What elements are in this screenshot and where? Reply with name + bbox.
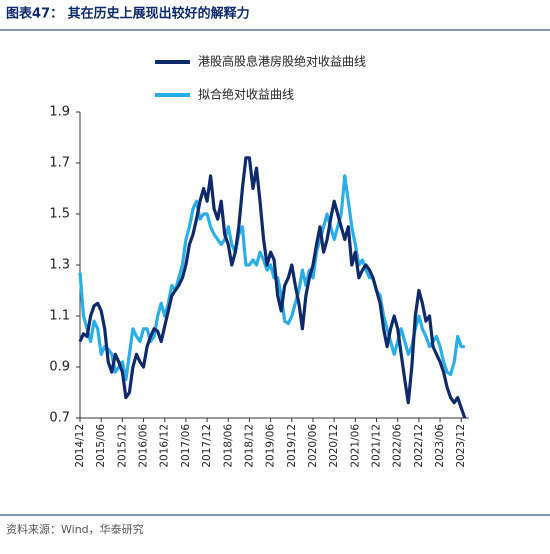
x-tick-label: 2023/06 (434, 424, 446, 468)
x-tick-label: 2018/12 (243, 424, 255, 468)
series-line (78, 156, 467, 419)
x-tick-label: 2017/06 (180, 424, 192, 468)
x-tick-label: 2018/06 (222, 424, 234, 468)
x-tick-label: 2016/06 (138, 424, 150, 468)
x-tick-label: 2015/12 (116, 424, 128, 468)
y-tick-label: 1.3 (49, 258, 70, 273)
x-tick-label: 2020/06 (307, 424, 319, 468)
y-tick-label: 1.9 (49, 105, 70, 120)
x-tick-label: 2019/12 (286, 424, 298, 468)
x-tick-label: 2021/12 (371, 424, 383, 468)
legend-label: 港股高股息港房股绝对收益曲线 (198, 54, 366, 69)
x-tick-label: 2019/06 (265, 424, 277, 468)
series-line (78, 174, 465, 382)
y-tick-label: 1.1 (49, 309, 70, 324)
x-tick-label: 2017/12 (201, 424, 213, 468)
y-tick-label: 1.5 (49, 207, 70, 222)
legend-label: 拟合绝对收益曲线 (198, 87, 294, 102)
x-tick-label: 2016/12 (159, 424, 171, 468)
x-tick-label: 2021/06 (349, 424, 361, 468)
x-tick-label: 2022/06 (392, 424, 404, 468)
x-tick-label: 2015/06 (95, 424, 107, 468)
x-tick-label: 2020/12 (328, 424, 340, 468)
source-note: 资料来源：Wind，华泰研究 (6, 522, 144, 536)
x-tick-label: 2014/12 (74, 424, 86, 468)
y-tick-label: 1.7 (49, 156, 70, 171)
x-tick-label: 2022/12 (413, 424, 425, 468)
y-tick-label: 0.9 (49, 360, 70, 375)
x-tick-label: 2023/12 (455, 424, 467, 468)
y-tick-label: 0.7 (49, 411, 70, 426)
chart-title: 图表47： 其在历史上展现出较好的解释力 (6, 6, 250, 22)
